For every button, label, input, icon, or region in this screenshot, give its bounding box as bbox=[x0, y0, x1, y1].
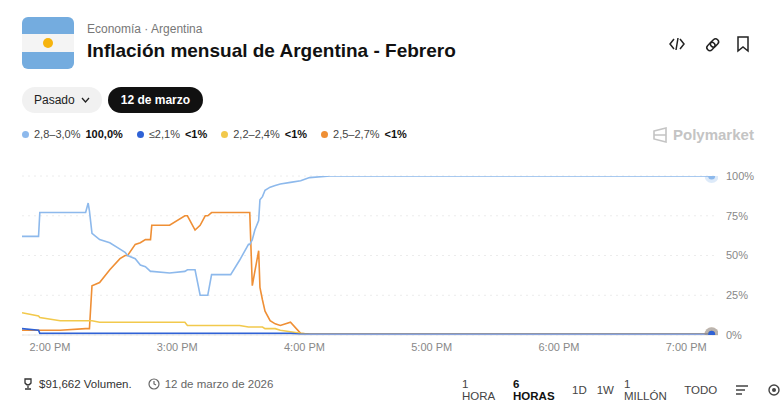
html-text:≤2,1% <1%: ≤2,1% <1% bbox=[148, 128, 208, 140]
html-text:6 HORAS: 6 HORAS bbox=[513, 378, 555, 402]
html-text:1W: 1W bbox=[596, 384, 614, 396]
svg-text:50%: 50% bbox=[726, 249, 748, 261]
html-text:Inflación mensual de Argentina: Inflación mensual de Argentina - Febrero bbox=[87, 40, 456, 61]
html-text:Pasado: Pasado bbox=[34, 93, 75, 107]
html-text:Polymarket: Polymarket bbox=[673, 126, 754, 143]
html-text:2,8–3,0% 100,0%: 2,8–3,0% 100,0% bbox=[34, 128, 123, 140]
svg-text:100%: 100% bbox=[726, 170, 754, 182]
html-text:Economía · Argentina: Economía · Argentina bbox=[87, 22, 203, 36]
svg-text:0%: 0% bbox=[726, 329, 742, 341]
svg-text:25%: 25% bbox=[726, 289, 748, 301]
html-text:2,2–2,4% <1%: 2,2–2,4% <1% bbox=[233, 128, 307, 140]
html-text:TODO: TODO bbox=[684, 384, 718, 396]
svg-text:5:00 PM: 5:00 PM bbox=[411, 341, 452, 353]
svg-text:6:00 PM: 6:00 PM bbox=[538, 341, 579, 353]
svg-text:4:00 PM: 4:00 PM bbox=[284, 341, 325, 353]
svg-text:75%: 75% bbox=[726, 210, 748, 222]
html-text:1 HORA: 1 HORA bbox=[462, 378, 496, 402]
svg-text:2:00 PM: 2:00 PM bbox=[30, 341, 71, 353]
html-text:$91,662 Volumen.: $91,662 Volumen. bbox=[39, 378, 132, 390]
html-text:12 de marzo de 2026: 12 de marzo de 2026 bbox=[164, 378, 274, 390]
html-text:1 MILLÓN: 1 MILLÓN bbox=[624, 378, 667, 402]
html-text:2,5–2,7% <1%: 2,5–2,7% <1% bbox=[333, 128, 407, 140]
html-text:1D: 1D bbox=[572, 384, 587, 396]
svg-text:7:00 PM: 7:00 PM bbox=[666, 341, 707, 353]
html-text:12 de marzo: 12 de marzo bbox=[120, 93, 191, 107]
svg-text:3:00 PM: 3:00 PM bbox=[157, 341, 198, 353]
